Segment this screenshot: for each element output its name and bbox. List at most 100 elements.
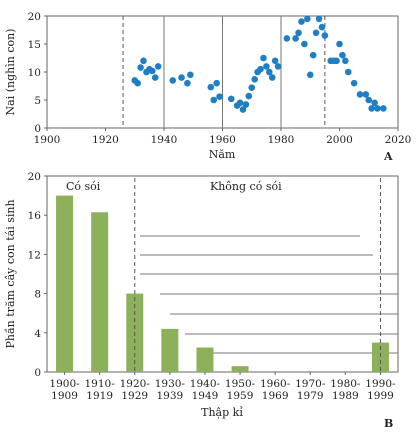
panel-b-x-tick-label: 1989 bbox=[332, 390, 359, 402]
panel-a-data-point bbox=[342, 57, 349, 65]
panel-a-data-point bbox=[274, 63, 282, 70]
panel-a-data-point bbox=[154, 63, 162, 70]
panel-a-data-point bbox=[149, 67, 156, 75]
panel-a-x-tick-label: 2020 bbox=[385, 134, 412, 146]
panel-a-x-tick-label: 1940 bbox=[151, 134, 178, 146]
panel-a-data-point bbox=[248, 84, 256, 91]
panel-b-x-tick-label: 1970- bbox=[295, 378, 326, 390]
panel-a-data-point bbox=[336, 40, 343, 48]
panel-b-x-tick-label: 1980- bbox=[330, 378, 361, 390]
panel-a-data-point bbox=[266, 68, 273, 76]
panel-a-data-point bbox=[151, 74, 159, 81]
panel-a-data-point bbox=[210, 96, 218, 104]
panel-a-data-point bbox=[169, 77, 177, 84]
panel-a-data-point bbox=[312, 29, 320, 37]
panel-b-dashed-lines bbox=[134, 178, 381, 372]
panel-b-x-tick-label: 1900- bbox=[49, 378, 80, 390]
panel-b-y-tick-label: 12 bbox=[28, 249, 41, 261]
panel-b-label: B bbox=[384, 417, 393, 430]
panel-a-data-point bbox=[298, 18, 305, 25]
panel-a-data-point bbox=[295, 29, 302, 37]
panel-a-x-axis-label: Năm bbox=[209, 148, 236, 161]
panel-a-data-point bbox=[137, 64, 144, 71]
panel-a-data-point bbox=[283, 35, 291, 42]
panel-a-data-point bbox=[371, 99, 378, 107]
panel-a-data-point bbox=[213, 79, 220, 87]
panel-b-y-tick-label: 0 bbox=[34, 367, 41, 379]
panel-a-y-tick-label: 5 bbox=[34, 95, 41, 107]
panel-b-x-tick-label: 1959 bbox=[227, 390, 254, 402]
panel-a-data-point bbox=[333, 57, 340, 65]
panel-b-bar bbox=[56, 195, 74, 372]
panel-b-y-tick-label: 4 bbox=[34, 328, 41, 340]
panel-a-data-point bbox=[236, 99, 244, 107]
panel-a-y-tick-label: 10 bbox=[28, 67, 41, 79]
panel-a-data-point bbox=[368, 105, 375, 112]
panel-a-data-point bbox=[134, 79, 141, 87]
panel-b-y-tick-label: 16 bbox=[28, 210, 42, 222]
panel-b-x-axis-label: Thập kỉ bbox=[201, 406, 243, 419]
panel-a-y-tick-label: 0 bbox=[34, 123, 41, 135]
panel-a-x-tick-label: 1920 bbox=[92, 134, 119, 146]
panel-a-data-point bbox=[318, 23, 326, 31]
panel-b-x-tick-label: 1950- bbox=[225, 378, 256, 390]
panel-b-x-tick-label: 1969 bbox=[262, 390, 289, 402]
panel-a-data-point bbox=[268, 74, 276, 81]
panel-a-data-point bbox=[339, 51, 346, 59]
panel-b-y-tick-label: 20 bbox=[28, 171, 41, 183]
panel-b-y-tick-label: 8 bbox=[34, 289, 41, 301]
panel-b-x-tick-label: 1990- bbox=[365, 378, 396, 390]
panel-b-bar bbox=[231, 366, 249, 372]
panel-b-y-axis-label: Phần trăm cây con tái sinh bbox=[4, 199, 17, 348]
panel-b-annotation-with-wolves: Có sói bbox=[66, 180, 101, 193]
panel-a-data-point bbox=[365, 96, 373, 104]
panel-b-x-tick-label: 1979 bbox=[297, 390, 324, 402]
panel-a-data-points bbox=[131, 15, 387, 113]
panel-a-data-point bbox=[260, 54, 267, 62]
panel-a-data-point bbox=[374, 105, 381, 112]
panel-a-data-point bbox=[227, 95, 235, 103]
panel-a-data-point bbox=[263, 63, 270, 70]
panel-a-scatter-chart: 1900 1920 1940 1960 1980 2000 2020 0 5 10 15 20 Năm… bbox=[4, 11, 411, 163]
panel-b-x-tick-label: 1929 bbox=[121, 390, 148, 402]
panel-b-axis-ticks: 0 4 8 12 16 20 1900-1909 1910-1919 1920-1929 1930… bbox=[28, 171, 396, 402]
panel-b-x-tick-label: 1909 bbox=[51, 390, 78, 402]
panel-a-data-point bbox=[315, 15, 323, 23]
panel-a-data-point bbox=[216, 93, 223, 100]
panel-a-data-point bbox=[344, 68, 352, 76]
panel-a-data-point bbox=[271, 57, 279, 65]
panel-b-x-tick-label: 1960- bbox=[260, 378, 291, 390]
panel-a-data-point bbox=[362, 91, 370, 98]
panel-a-data-point bbox=[380, 105, 387, 112]
panel-a-data-point bbox=[306, 71, 314, 79]
panel-a-data-point bbox=[292, 35, 299, 42]
panel-a-data-point bbox=[245, 92, 253, 100]
panel-b-x-tick-label: 1940- bbox=[190, 378, 221, 390]
panel-b-bars bbox=[56, 195, 389, 372]
panel-b-horizontal-lines bbox=[140, 235, 398, 354]
panel-a-data-point bbox=[356, 91, 364, 98]
panel-a-data-point bbox=[301, 40, 308, 48]
panel-a-x-tick-label: 1900 bbox=[34, 134, 61, 146]
panel-b-x-tick-label: 1999 bbox=[367, 390, 394, 402]
panel-a-data-point bbox=[140, 57, 147, 65]
panel-a-data-point bbox=[251, 75, 258, 83]
panel-a-data-point bbox=[187, 71, 194, 79]
panel-a-x-tick-label: 1960 bbox=[209, 134, 236, 146]
panel-a-x-tick-label: 2000 bbox=[326, 134, 353, 146]
panel-b-x-tick-label: 1910- bbox=[85, 378, 116, 390]
panel-a-data-point bbox=[239, 106, 247, 113]
panel-a-data-point bbox=[184, 79, 191, 87]
panel-b-x-tick-label: 1939 bbox=[156, 390, 183, 402]
panel-b-bar-chart: 0 4 8 12 16 20 1900-1909 1910-1919 1920-1929 1930… bbox=[4, 171, 399, 430]
panel-a-y-axis-label: Nai (nghìn con) bbox=[4, 29, 17, 116]
panel-a-y-tick-label: 15 bbox=[28, 39, 41, 51]
panel-a-x-tick-label: 1980 bbox=[268, 134, 295, 146]
panel-a-y-tick-label: 20 bbox=[28, 11, 41, 23]
panel-a-data-point bbox=[178, 74, 185, 81]
panel-b-bar bbox=[91, 212, 109, 372]
panel-b-annotation-without-wolves: Không có sói bbox=[210, 180, 282, 193]
panel-b-x-tick-label: 1919 bbox=[86, 390, 113, 402]
panel-b-bar bbox=[196, 347, 214, 372]
